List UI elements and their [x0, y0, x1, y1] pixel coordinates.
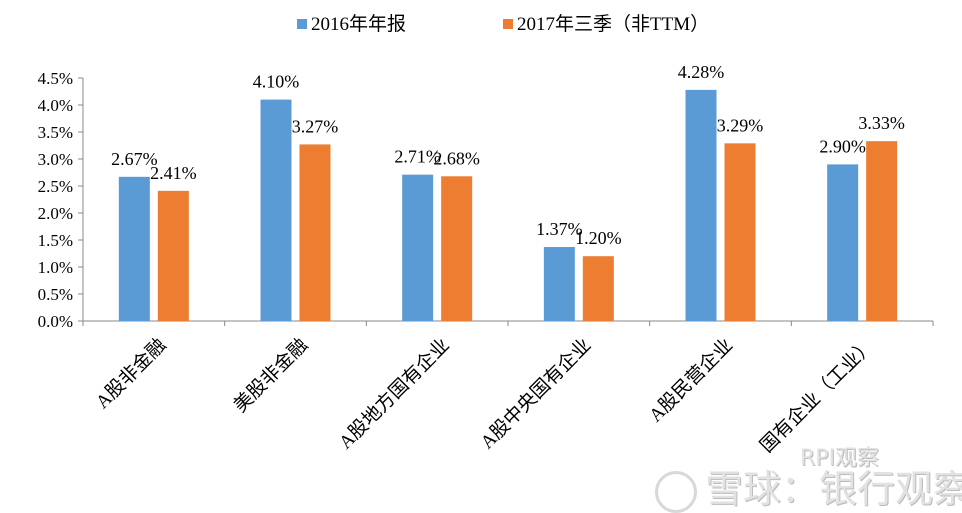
- data-label: 1.20%: [575, 228, 622, 248]
- y-tick-label: 1.5%: [38, 231, 73, 250]
- x-tick-label: 美股非金融: [229, 334, 312, 417]
- bar-2017q3: [299, 144, 331, 321]
- bar-2016: [685, 89, 717, 321]
- data-label: 2.71%: [394, 147, 441, 167]
- bar-2017q3: [582, 256, 614, 321]
- y-tick-label: 2.5%: [38, 177, 73, 196]
- y-tick-label: 2.0%: [38, 204, 73, 223]
- y-tick-label: 3.5%: [38, 123, 73, 142]
- bar-2017q3: [157, 190, 189, 321]
- data-label: 2.90%: [819, 136, 866, 156]
- watermark-sub: RPI观察: [800, 446, 880, 471]
- y-tick-label: 4.0%: [38, 96, 73, 115]
- data-label: 3.27%: [292, 116, 339, 136]
- x-tick-label: A股非金融: [91, 334, 170, 413]
- x-tick-label: A股民营企业: [645, 334, 737, 426]
- x-tick-label: A股中央国有企业: [476, 334, 595, 453]
- y-tick-label: 4.5%: [38, 69, 73, 88]
- data-label: 2.41%: [150, 163, 197, 183]
- legend-swatch: [503, 19, 513, 29]
- legend-label: 2017年三季（非TTM）: [517, 13, 709, 35]
- bar-2017q3: [441, 176, 473, 321]
- watermark-main: 雪球：银行观察: [655, 458, 962, 513]
- bar-2017q3: [866, 141, 898, 321]
- x-tick-label: A股地方国有企业: [334, 334, 453, 453]
- data-label: 2.67%: [111, 149, 158, 169]
- legend-label: 2016年年报: [311, 13, 406, 35]
- data-label: 1.37%: [536, 219, 583, 239]
- bar-2017q3: [724, 143, 756, 321]
- data-label: 3.33%: [858, 113, 905, 133]
- y-tick-label: 0.5%: [38, 285, 73, 304]
- snowball-logo-icon: [655, 470, 697, 513]
- bar-2016: [543, 247, 575, 321]
- x-tick-label: 国有企业（工业）: [756, 334, 879, 457]
- bar-2016: [118, 176, 150, 321]
- legend-swatch: [297, 19, 307, 29]
- bar-2016: [402, 174, 434, 321]
- y-tick-label: 0.0%: [38, 312, 73, 331]
- data-label: 3.29%: [717, 115, 764, 135]
- y-tick-label: 3.0%: [38, 150, 73, 169]
- data-label: 4.28%: [678, 62, 725, 82]
- bar-2016: [260, 99, 292, 321]
- y-tick-label: 1.0%: [38, 258, 73, 277]
- bar-2016: [827, 164, 859, 321]
- data-label: 2.68%: [433, 148, 480, 168]
- watermark-main-text: 雪球：银行观察: [705, 467, 962, 511]
- data-label: 4.10%: [253, 72, 300, 92]
